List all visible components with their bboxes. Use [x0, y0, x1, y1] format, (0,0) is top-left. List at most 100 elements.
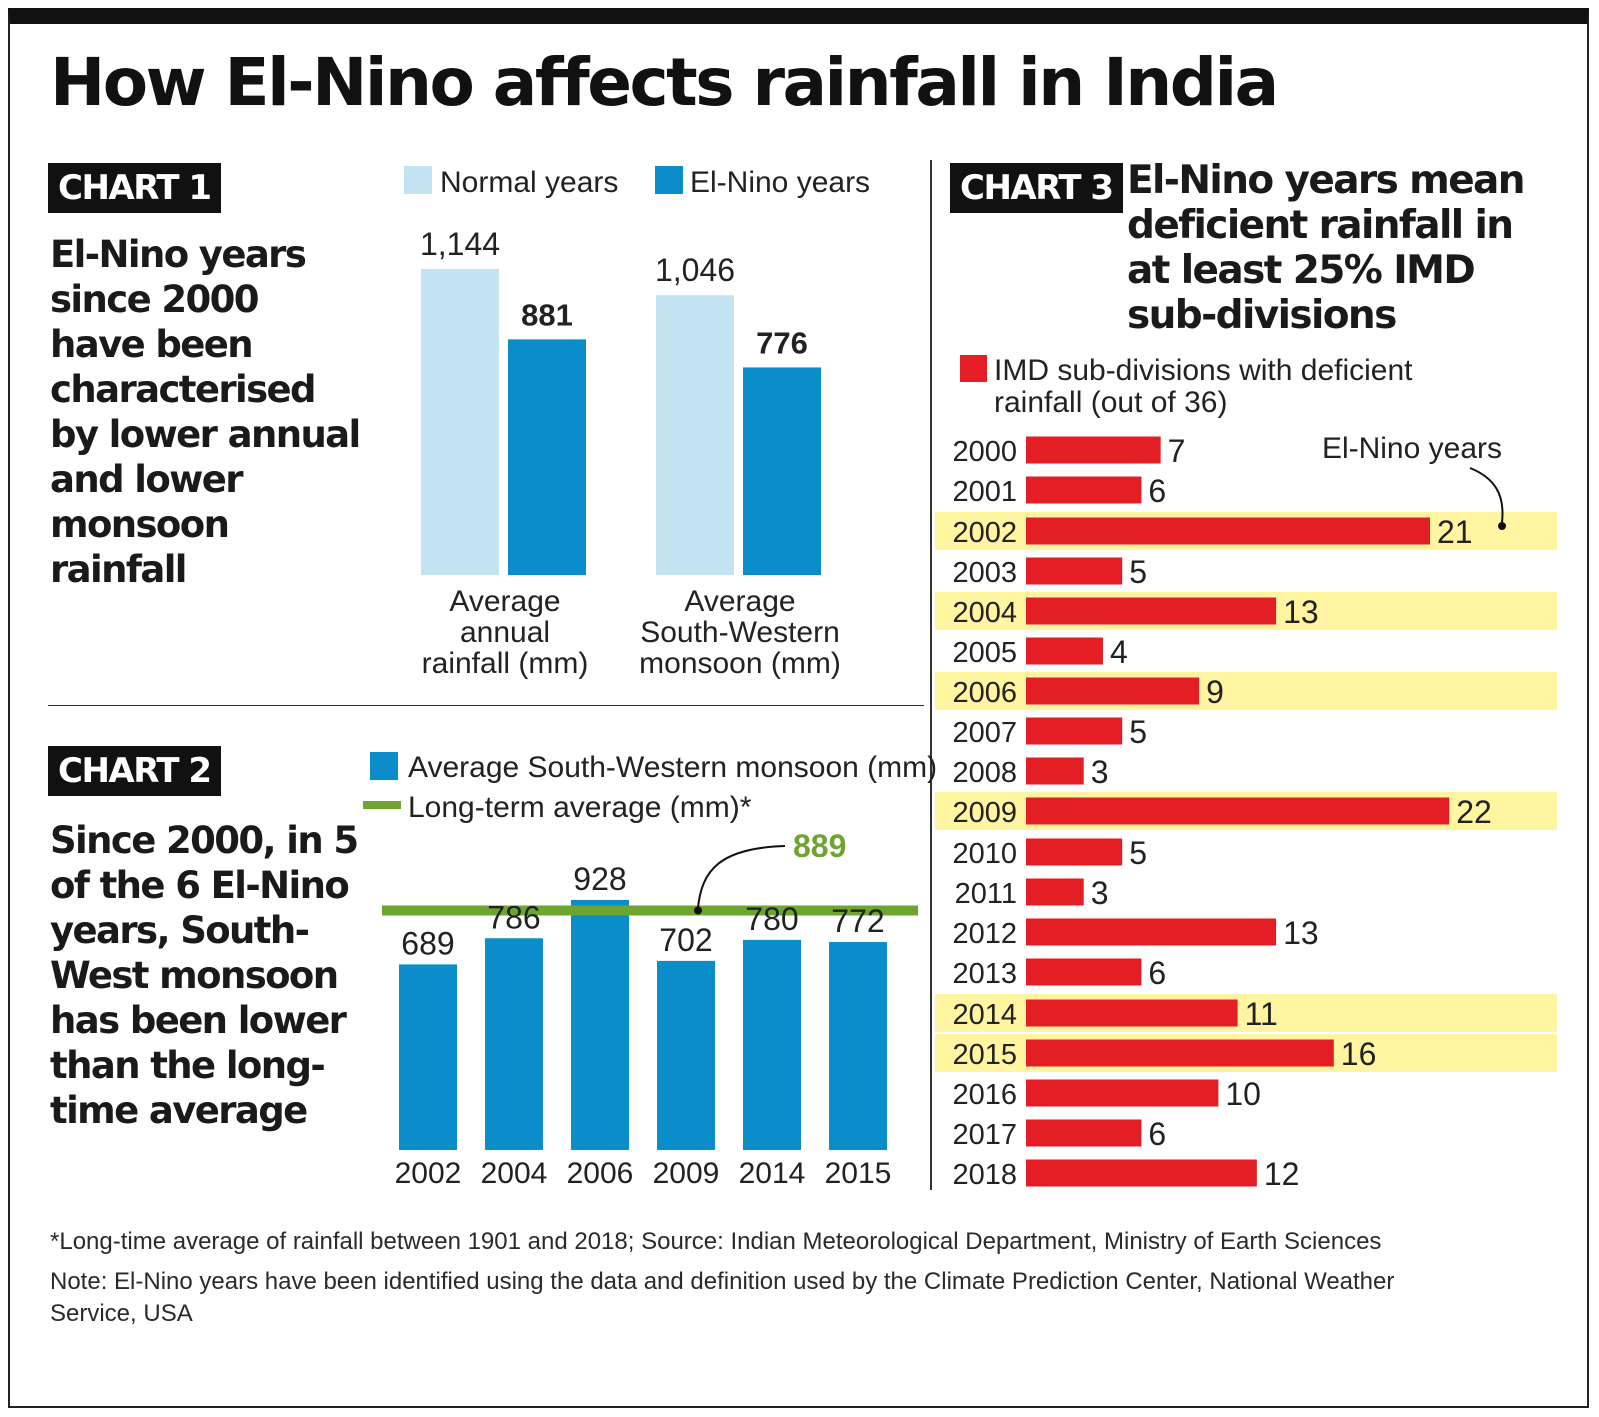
- legend-swatch-deficient: [960, 355, 987, 382]
- c3-bar-2005: [1026, 637, 1103, 665]
- c1-category-label-0: Average annual rainfall (mm): [422, 585, 589, 680]
- chart3: IMD sub-divisions with deficient rainfal…: [935, 354, 1557, 1192]
- annotation-dot: [1498, 522, 1506, 530]
- c1-bar-elnino-1: [743, 367, 821, 575]
- c1-bar-label-0-1: 1,046: [655, 252, 735, 288]
- chart1: Normal years El-Nino years 1,144 881 1,046…: [404, 166, 870, 680]
- elnino-annotation: El-Nino years: [1322, 432, 1502, 465]
- vertical-divider: [930, 160, 932, 1190]
- c2-x-label-2015: 2015: [825, 1157, 892, 1190]
- c1-bar-label-1-1: 776: [756, 325, 808, 360]
- c3-year-label-2011: 2011: [955, 878, 1017, 910]
- c3-bar-2012: [1026, 918, 1277, 946]
- c2-bar-label-2015: 772: [831, 903, 884, 939]
- infographic-frame: [8, 8, 1589, 1408]
- c3-value-2009: 22: [1456, 794, 1492, 830]
- c3-bar-2006: [1026, 677, 1200, 705]
- chart2-subtitle: Since 2000, in 5 of the 6 El-Nino years,…: [50, 819, 359, 1132]
- c3-year-label-2001: 2001: [952, 476, 1017, 508]
- c3-value-2015: 16: [1341, 1036, 1377, 1072]
- c3-bar-2007: [1026, 717, 1123, 745]
- c3-value-2007: 5: [1129, 714, 1147, 750]
- c2-bar-label-2014: 780: [745, 901, 798, 937]
- c1-bar-label-1-0: 881: [521, 297, 573, 332]
- chart3-tag: CHART 3: [950, 163, 1123, 213]
- c3-value-2013: 6: [1148, 955, 1166, 991]
- c1-category-label-1: Average South-Western monsoon (mm): [639, 585, 841, 680]
- c3-year-label-2015: 2015: [952, 1039, 1017, 1071]
- c2-bar-2014: [743, 939, 801, 1150]
- c3-value-2000: 7: [1168, 433, 1186, 469]
- c3-bar-2000: [1026, 436, 1161, 464]
- c3-value-2012: 13: [1283, 915, 1319, 951]
- c3-year-label-2003: 2003: [952, 557, 1017, 589]
- legend-swatch-monsoon: [370, 752, 398, 780]
- c3-year-label-2014: 2014: [952, 999, 1017, 1031]
- c2-x-label-2004: 2004: [481, 1157, 548, 1190]
- c3-value-2017: 6: [1148, 1116, 1166, 1152]
- c3-value-2001: 6: [1148, 473, 1166, 509]
- c3-year-label-2009: 2009: [952, 797, 1017, 829]
- c3-year-label-2018: 2018: [952, 1159, 1017, 1191]
- legend-label-normal: Normal years: [440, 166, 618, 199]
- c2-bar-2006: [571, 900, 629, 1150]
- legend-swatch-normal: [404, 166, 432, 194]
- c3-bar-2001: [1026, 476, 1142, 504]
- legend-swatch-elnino: [655, 166, 683, 194]
- legend-label-monsoon: Average South-Western monsoon (mm): [408, 751, 937, 784]
- c2-long-term-value: 889: [793, 828, 846, 864]
- c3-year-label-2005: 2005: [952, 637, 1017, 669]
- c3-year-label-2004: 2004: [952, 597, 1017, 629]
- c3-year-label-2002: 2002: [952, 517, 1017, 549]
- c2-x-label-2014: 2014: [739, 1157, 806, 1190]
- c1-bar-elnino-0: [508, 339, 586, 575]
- legend-label-elnino: El-Nino years: [690, 166, 870, 199]
- c3-bar-2017: [1026, 1119, 1142, 1147]
- c2-bar-2002: [399, 964, 457, 1150]
- c3-bar-2016: [1026, 1079, 1219, 1107]
- c3-year-label-2007: 2007: [952, 717, 1017, 749]
- c3-bar-2010: [1026, 838, 1123, 866]
- c2-bar-2015: [829, 942, 887, 1150]
- legend-swatch-long-term: [363, 801, 401, 809]
- c3-year-label-2017: 2017: [952, 1119, 1017, 1151]
- chart2-tag: CHART 2: [48, 746, 221, 796]
- c3-year-label-2016: 2016: [952, 1079, 1017, 1111]
- horizontal-divider: [48, 705, 924, 706]
- c3-value-2002: 21: [1437, 514, 1473, 550]
- legend-label-deficient: IMD sub-divisions with deficient rainfal…: [994, 354, 1421, 419]
- c3-value-2011: 3: [1091, 875, 1109, 911]
- c3-bar-2018: [1026, 1159, 1257, 1187]
- c2-bar-2009: [657, 960, 715, 1150]
- c3-value-2008: 3: [1091, 754, 1109, 790]
- c3-value-2018: 12: [1264, 1156, 1300, 1192]
- c2-bar-label-2006: 928: [573, 861, 626, 897]
- c3-year-label-2010: 2010: [952, 838, 1017, 870]
- c1-bar-label-0-0: 1,144: [420, 226, 500, 262]
- chart1-subtitle: El-Nino years since 2000 have been chara…: [50, 233, 361, 591]
- c3-bar-2002: [1026, 517, 1430, 545]
- c1-bar-normal-1: [656, 295, 734, 575]
- c3-value-2003: 5: [1129, 554, 1147, 590]
- c3-value-2006: 9: [1206, 674, 1224, 710]
- annotation-leader: [1469, 467, 1504, 523]
- c2-bar-label-2002: 689: [401, 925, 454, 961]
- c3-year-label-2013: 2013: [952, 958, 1017, 990]
- c3-value-2014: 11: [1245, 996, 1278, 1032]
- c3-year-label-2006: 2006: [952, 677, 1017, 709]
- c1-bar-normal-0: [421, 269, 499, 575]
- c3-value-2016: 10: [1225, 1076, 1261, 1112]
- c3-bar-2013: [1026, 958, 1142, 986]
- c3-bar-2009: [1026, 797, 1450, 825]
- c3-bar-2011: [1026, 878, 1084, 906]
- c2-callout-leader: [697, 845, 786, 908]
- c3-value-2004: 13: [1283, 594, 1319, 630]
- c3-bar-2014: [1026, 999, 1238, 1027]
- c2-x-label-2002: 2002: [395, 1157, 462, 1190]
- c3-bar-2003: [1026, 557, 1123, 585]
- chart3-subtitle: El-Nino years mean deficient rainfall in…: [1127, 158, 1526, 338]
- c2-x-label-2009: 2009: [653, 1157, 720, 1190]
- c3-year-label-2012: 2012: [952, 918, 1017, 950]
- c2-callout-dot: [694, 906, 702, 915]
